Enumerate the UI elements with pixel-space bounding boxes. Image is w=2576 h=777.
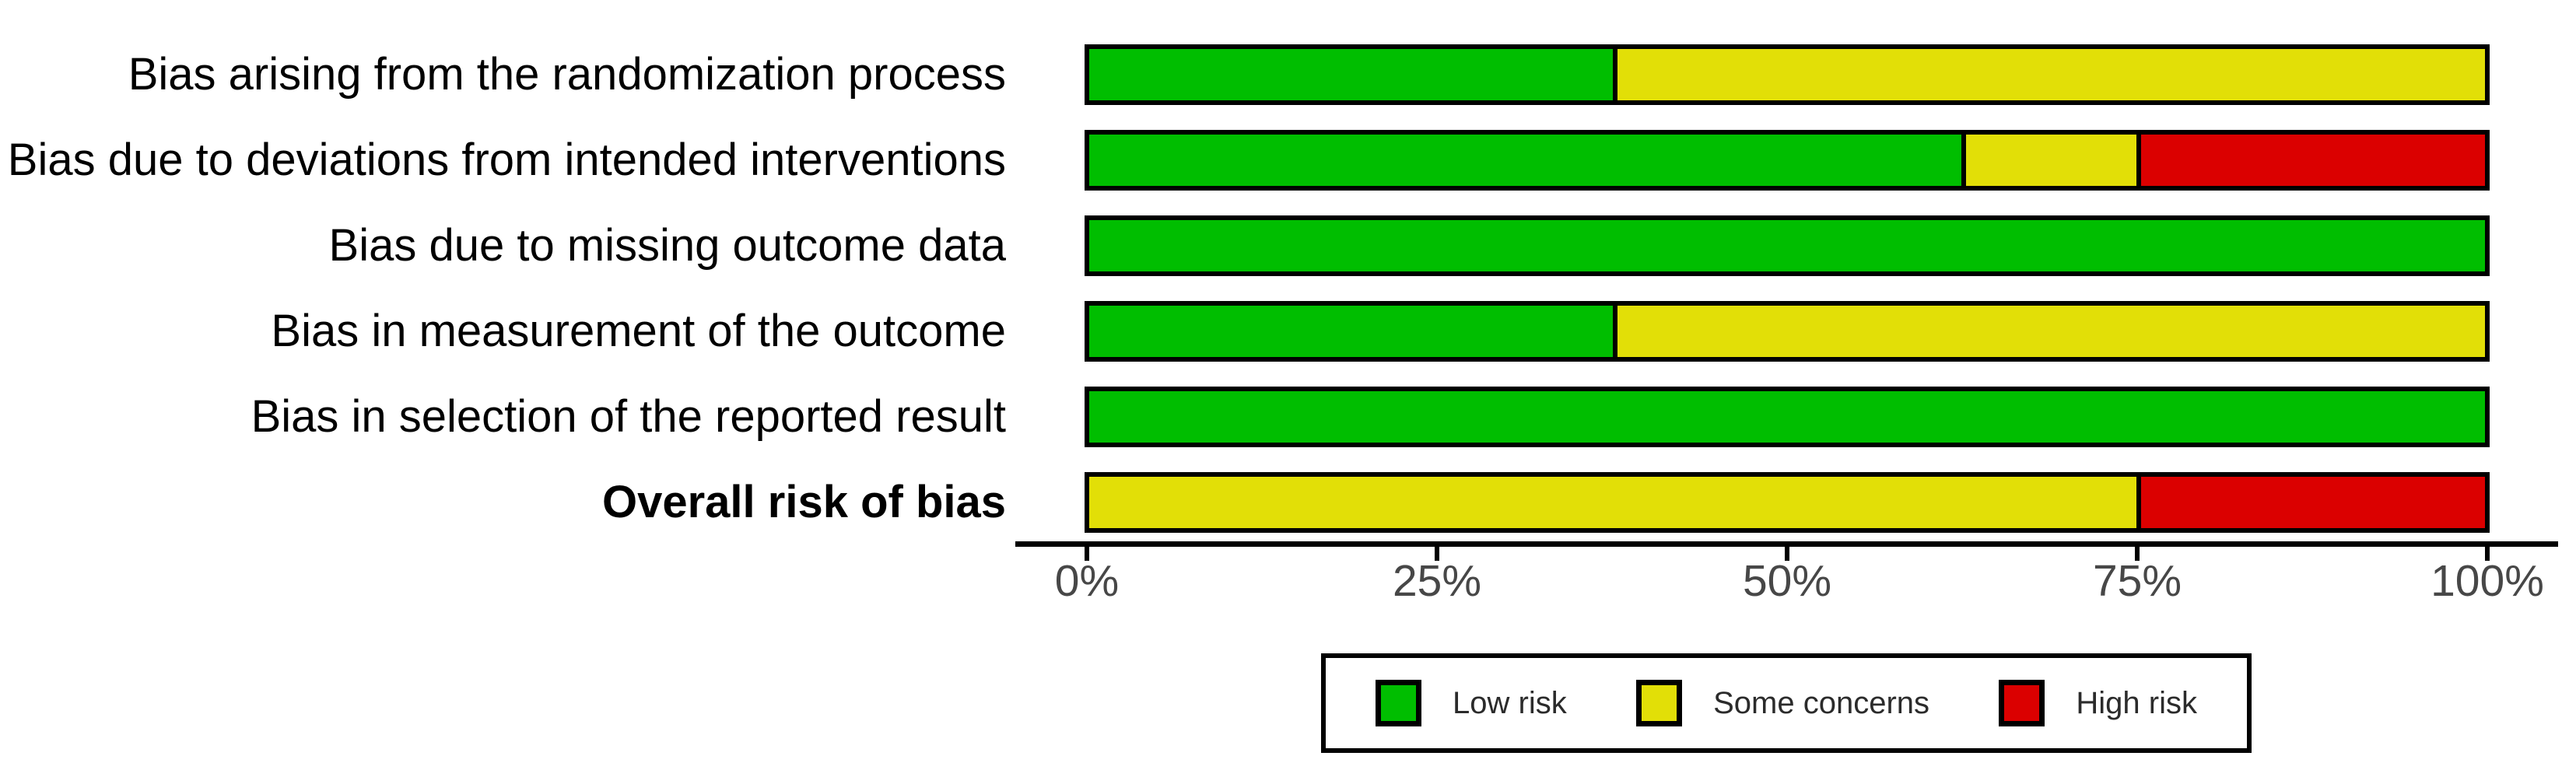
legend-label: Low risk [1453,685,1567,720]
category-label: Bias due to missing outcome data [328,220,1006,271]
x-axis-tick-label: 100% [2431,556,2544,606]
x-axis-line [1015,541,2558,547]
legend-item-high-risk: High risk [1999,680,2197,726]
stacked-bar [1085,44,2490,105]
category-label: Overall risk of bias [601,477,1006,527]
stacked-bar [1085,387,2490,447]
stacked-bar [1085,215,2490,276]
x-axis-tick-label: 0% [1054,556,1120,606]
category-label: Bias in measurement of the outcome [271,306,1006,356]
x-axis-tick-label: 50% [1742,556,1832,606]
bar-segment-low-risk [1089,306,1613,357]
legend-label: High risk [2076,685,2197,720]
bar-segment-some-concerns [1612,49,2485,100]
bar-segment-high-risk [2136,477,2485,528]
category-label: Bias arising from the randomization proc… [128,49,1006,100]
x-axis-tick [2485,547,2490,561]
x-axis-tick-label: 25% [1392,556,1482,606]
x-axis-tick [1435,547,1439,561]
bar-segment-low-risk [1089,135,1962,186]
category-label: Bias due to deviations from intended int… [7,135,1006,185]
bar-segment-some-concerns [1961,135,2136,186]
legend-swatch-high-risk [1999,680,2045,726]
legend-box: Low risk Some concerns High risk [1321,653,2252,753]
x-axis-tick [1085,547,1089,561]
stacked-bar [1085,301,2490,362]
legend-swatch-some-concerns [1636,680,1683,726]
stacked-bar [1085,130,2490,191]
x-axis-tick [2135,547,2140,561]
legend-item-low-risk: Low risk [1376,680,1567,726]
bar-segment-high-risk [2136,135,2485,186]
x-axis-tick [1785,547,1789,561]
bar-segment-low-risk [1089,391,2485,443]
bar-segment-low-risk [1089,220,2485,271]
x-axis-tick-label: 75% [2092,556,2182,606]
bar-segment-some-concerns [1089,477,2136,528]
stacked-bar [1085,472,2490,533]
legend-item-some-concerns: Some concerns [1636,680,1929,726]
bar-segment-some-concerns [1612,306,2485,357]
bar-segment-low-risk [1089,49,1613,100]
legend-label: Some concerns [1713,685,1930,720]
legend-swatch-low-risk [1376,680,1421,726]
category-label: Bias in selection of the reported result [251,391,1006,442]
